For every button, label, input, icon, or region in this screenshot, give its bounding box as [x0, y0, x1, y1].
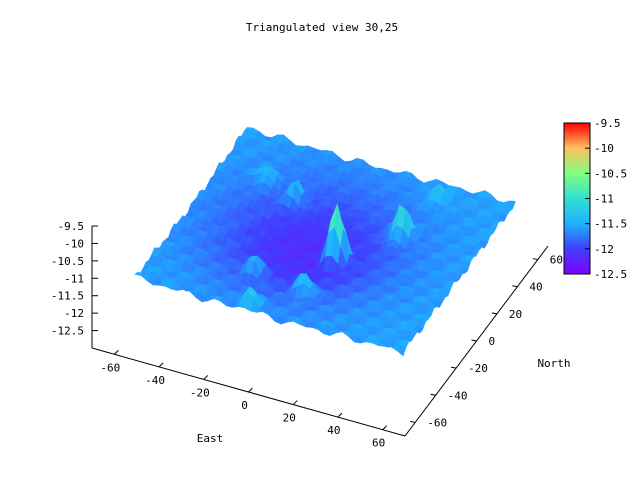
y-tick-mark — [532, 258, 538, 261]
colorbar-tick-label: -10.5 — [594, 167, 627, 180]
x-axis-ticks: -60 -40 -20 0 20 40 60 — [100, 349, 387, 450]
colorbar-ticks: -9.5 -10 -10.5 -11 -11.5 -12 -12.5 — [585, 117, 627, 281]
y-tick-mark — [471, 339, 477, 342]
x-tick-label: -20 — [190, 386, 210, 399]
z-tick-label: -10 — [64, 237, 84, 250]
y-tick-label: 40 — [529, 281, 542, 294]
surface-mesh — [134, 127, 516, 357]
y-tick-mark — [430, 393, 436, 396]
x-tick-mark — [292, 400, 298, 405]
x-tick-mark — [203, 375, 209, 380]
z-axis-ticks: -9.5 -10 -10.5 -11 -11.5 -12 -12.5 — [51, 220, 98, 338]
y-tick-label: 60 — [550, 254, 563, 267]
x-tick-mark — [114, 349, 119, 355]
surface-facet — [396, 345, 407, 357]
x-tick-mark — [158, 362, 164, 368]
x-tick-mark — [248, 387, 253, 393]
x-tick-label: 40 — [327, 424, 340, 437]
y-tick-mark — [512, 285, 518, 288]
z-tick-label: -12 — [64, 307, 84, 320]
y-tick-label: -60 — [427, 416, 447, 429]
y-tick-mark — [491, 312, 498, 315]
colorbar-tick-label: -12.5 — [594, 268, 627, 281]
x-tick-label: 60 — [372, 437, 385, 450]
x-tick-label: -40 — [145, 374, 165, 387]
y-tick-mark — [450, 366, 457, 369]
y-tick-label: -20 — [468, 362, 488, 375]
y-tick-label: -40 — [448, 389, 468, 402]
x-tick-label: 20 — [283, 412, 296, 425]
colorbar-tick-label: -11 — [594, 193, 614, 206]
z-tick-label: -11 — [64, 272, 84, 285]
y-tick-label: 0 — [489, 335, 496, 348]
colorbar-tick-label: -9.5 — [594, 117, 621, 130]
colorbar-tick-label: -11.5 — [594, 218, 627, 231]
y-axis-ticks: -60 -40 -20 0 20 40 60 — [410, 254, 563, 429]
colorbar-tick-label: -10 — [594, 142, 614, 155]
z-tick-label: -10.5 — [51, 255, 84, 268]
z-tick-label: -11.5 — [51, 290, 84, 303]
y-tick-mark — [410, 420, 416, 423]
z-tick-label: -9.5 — [58, 220, 85, 233]
z-tick-label: -12.5 — [51, 325, 84, 338]
colorbar-tick-label: -12 — [594, 243, 614, 256]
chart-title: Triangulated view 30,25 — [246, 21, 398, 34]
x-tick-mark — [382, 425, 387, 431]
x-tick-label: -60 — [100, 361, 120, 374]
y-tick-label: 20 — [509, 308, 522, 321]
x-tick-mark — [337, 412, 343, 418]
x-tick-label: 0 — [241, 399, 248, 412]
x-axis-label: East — [197, 432, 224, 445]
y-axis-label: North — [537, 357, 570, 370]
